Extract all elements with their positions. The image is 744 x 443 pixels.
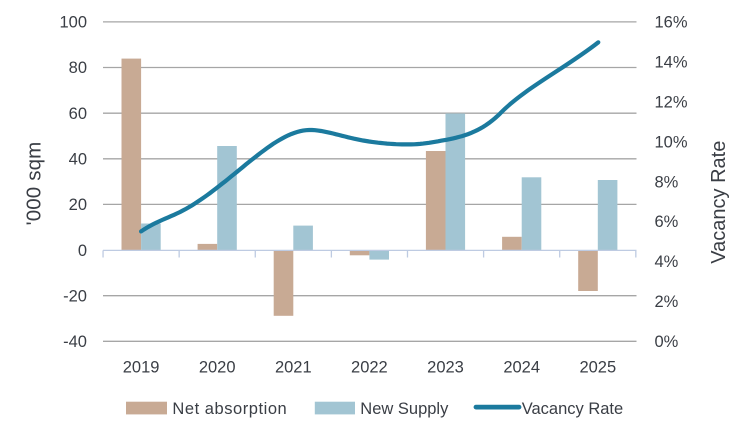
- svg-text:2022: 2022: [351, 359, 388, 377]
- svg-text:8%: 8%: [655, 173, 679, 191]
- svg-text:2020: 2020: [199, 359, 236, 377]
- svg-text:'000 sqm: '000 sqm: [23, 142, 46, 226]
- svg-text:10%: 10%: [655, 133, 688, 151]
- svg-text:Vacancy Rate: Vacancy Rate: [708, 141, 730, 264]
- svg-text:60: 60: [69, 105, 87, 123]
- svg-text:2%: 2%: [655, 293, 679, 311]
- svg-text:2024: 2024: [503, 359, 540, 377]
- svg-text:40: 40: [69, 150, 87, 168]
- svg-text:4%: 4%: [655, 253, 679, 271]
- svg-text:14%: 14%: [655, 54, 688, 72]
- svg-text:100: 100: [59, 14, 87, 32]
- svg-text:2023: 2023: [427, 359, 464, 377]
- svg-text:2019: 2019: [123, 359, 160, 377]
- svg-text:-20: -20: [63, 287, 87, 305]
- svg-text:2021: 2021: [275, 359, 312, 377]
- svg-text:Vacancy Rate: Vacancy Rate: [522, 400, 624, 418]
- svg-text:12%: 12%: [655, 94, 688, 112]
- svg-text:New Supply: New Supply: [360, 400, 449, 418]
- svg-text:0: 0: [78, 242, 87, 260]
- svg-text:-40: -40: [63, 333, 87, 351]
- svg-text:16%: 16%: [655, 14, 688, 32]
- svg-text:0%: 0%: [655, 333, 679, 351]
- svg-text:Net absorption: Net absorption: [172, 400, 287, 418]
- svg-text:6%: 6%: [655, 213, 679, 231]
- svg-text:2025: 2025: [579, 359, 616, 377]
- svg-text:80: 80: [69, 59, 87, 77]
- svg-text:20: 20: [69, 196, 87, 214]
